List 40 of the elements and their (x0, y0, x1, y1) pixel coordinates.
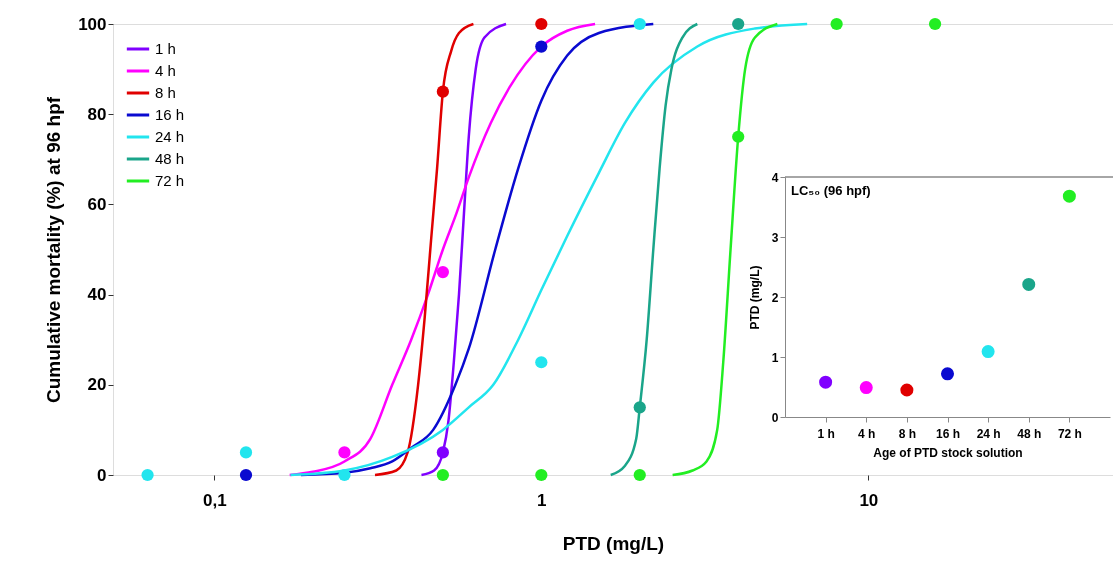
x-tick-label: 4 h (858, 426, 876, 441)
point (900, 383, 914, 397)
point (859, 381, 873, 395)
y-axis-title: Cumulative mortality (%) at 96 hpf (43, 96, 65, 404)
legend-label: 4 h (155, 62, 176, 79)
point (1062, 189, 1076, 203)
x-axis-title: Age of PTD stock solution (873, 445, 1023, 460)
y-tick-label: 80 (87, 104, 107, 124)
x-tick-label: 8 h (898, 426, 917, 441)
x-tick-label: 24 h (976, 426, 1001, 441)
y-tick-label: 1 (771, 350, 779, 365)
x-axis-title: PTD (mg/L) (562, 532, 665, 554)
legend-label: 8 h (155, 84, 176, 101)
legend-label: 48 h (155, 150, 185, 167)
point (981, 345, 995, 359)
y-tick-label: 4 (771, 170, 779, 185)
legend-label: 24 h (155, 128, 185, 145)
x-tick-label: 1 (537, 490, 547, 510)
legend-label: 72 h (155, 172, 185, 189)
x-tick-label: 0,1 (202, 490, 227, 510)
chart-title: LC₅₀ (96 hpf) (791, 183, 871, 198)
y-tick-label: 0 (97, 465, 107, 485)
point (940, 367, 955, 381)
y-tick-label: 100 (78, 14, 107, 34)
y-tick-label: 20 (87, 375, 107, 395)
x-tick-label: 1 h (817, 426, 835, 441)
x-tick-label: 10 (859, 490, 879, 510)
legend-label: 16 h (155, 106, 185, 123)
x-tick-label: 16 h (935, 426, 961, 441)
x-tick-label: 48 h (1017, 426, 1042, 441)
y-axis-title: PTD (mg/L) (747, 265, 762, 330)
x-tick-label: 72 h (1057, 426, 1082, 441)
point (819, 375, 833, 389)
y-tick-label: 40 (87, 285, 107, 305)
y-tick-label: 3 (771, 230, 779, 245)
legend-label: 1 h (155, 40, 176, 57)
y-tick-label: 0 (771, 410, 779, 425)
point (1022, 277, 1036, 291)
y-tick-label: 60 (87, 194, 107, 214)
y-tick-label: 2 (771, 290, 779, 305)
